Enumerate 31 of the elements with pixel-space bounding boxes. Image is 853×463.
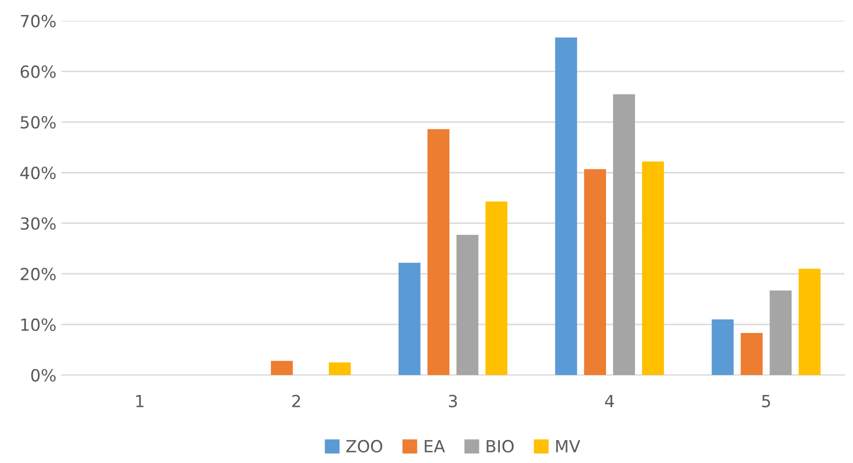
bar <box>740 333 763 376</box>
bar <box>270 360 293 376</box>
x-tick-label: 5 <box>762 394 770 408</box>
bar <box>712 319 734 376</box>
x-tick-label: 3 <box>448 394 457 408</box>
bar <box>398 262 420 376</box>
bar <box>584 169 606 376</box>
bar <box>770 290 792 376</box>
y-tick-label: 10% <box>21 318 56 331</box>
legend-label: BIO <box>486 440 514 453</box>
y-tick-label: 20% <box>20 268 56 280</box>
y-tick-label: 70% <box>20 14 56 28</box>
y-tick-label: 0% <box>31 368 56 382</box>
bar <box>485 201 508 376</box>
y-tick-label: 40% <box>20 166 56 180</box>
bar <box>555 38 578 376</box>
y-tick-label: 30% <box>20 217 56 230</box>
bar <box>642 162 664 376</box>
bar <box>427 129 450 376</box>
bar <box>798 268 821 376</box>
legend-label: ZOO <box>346 440 382 453</box>
legend-label: EA <box>424 440 445 452</box>
x-tick-label: 2 <box>292 394 300 408</box>
y-tick-label: 60% <box>20 65 56 78</box>
bar <box>613 94 636 376</box>
x-tick-label: 4 <box>605 394 614 408</box>
x-tick-label: 1 <box>136 394 144 408</box>
bar <box>456 234 478 376</box>
legend-label: MV <box>556 440 580 452</box>
y-tick-label: 50% <box>20 116 56 129</box>
bar <box>328 362 351 376</box>
